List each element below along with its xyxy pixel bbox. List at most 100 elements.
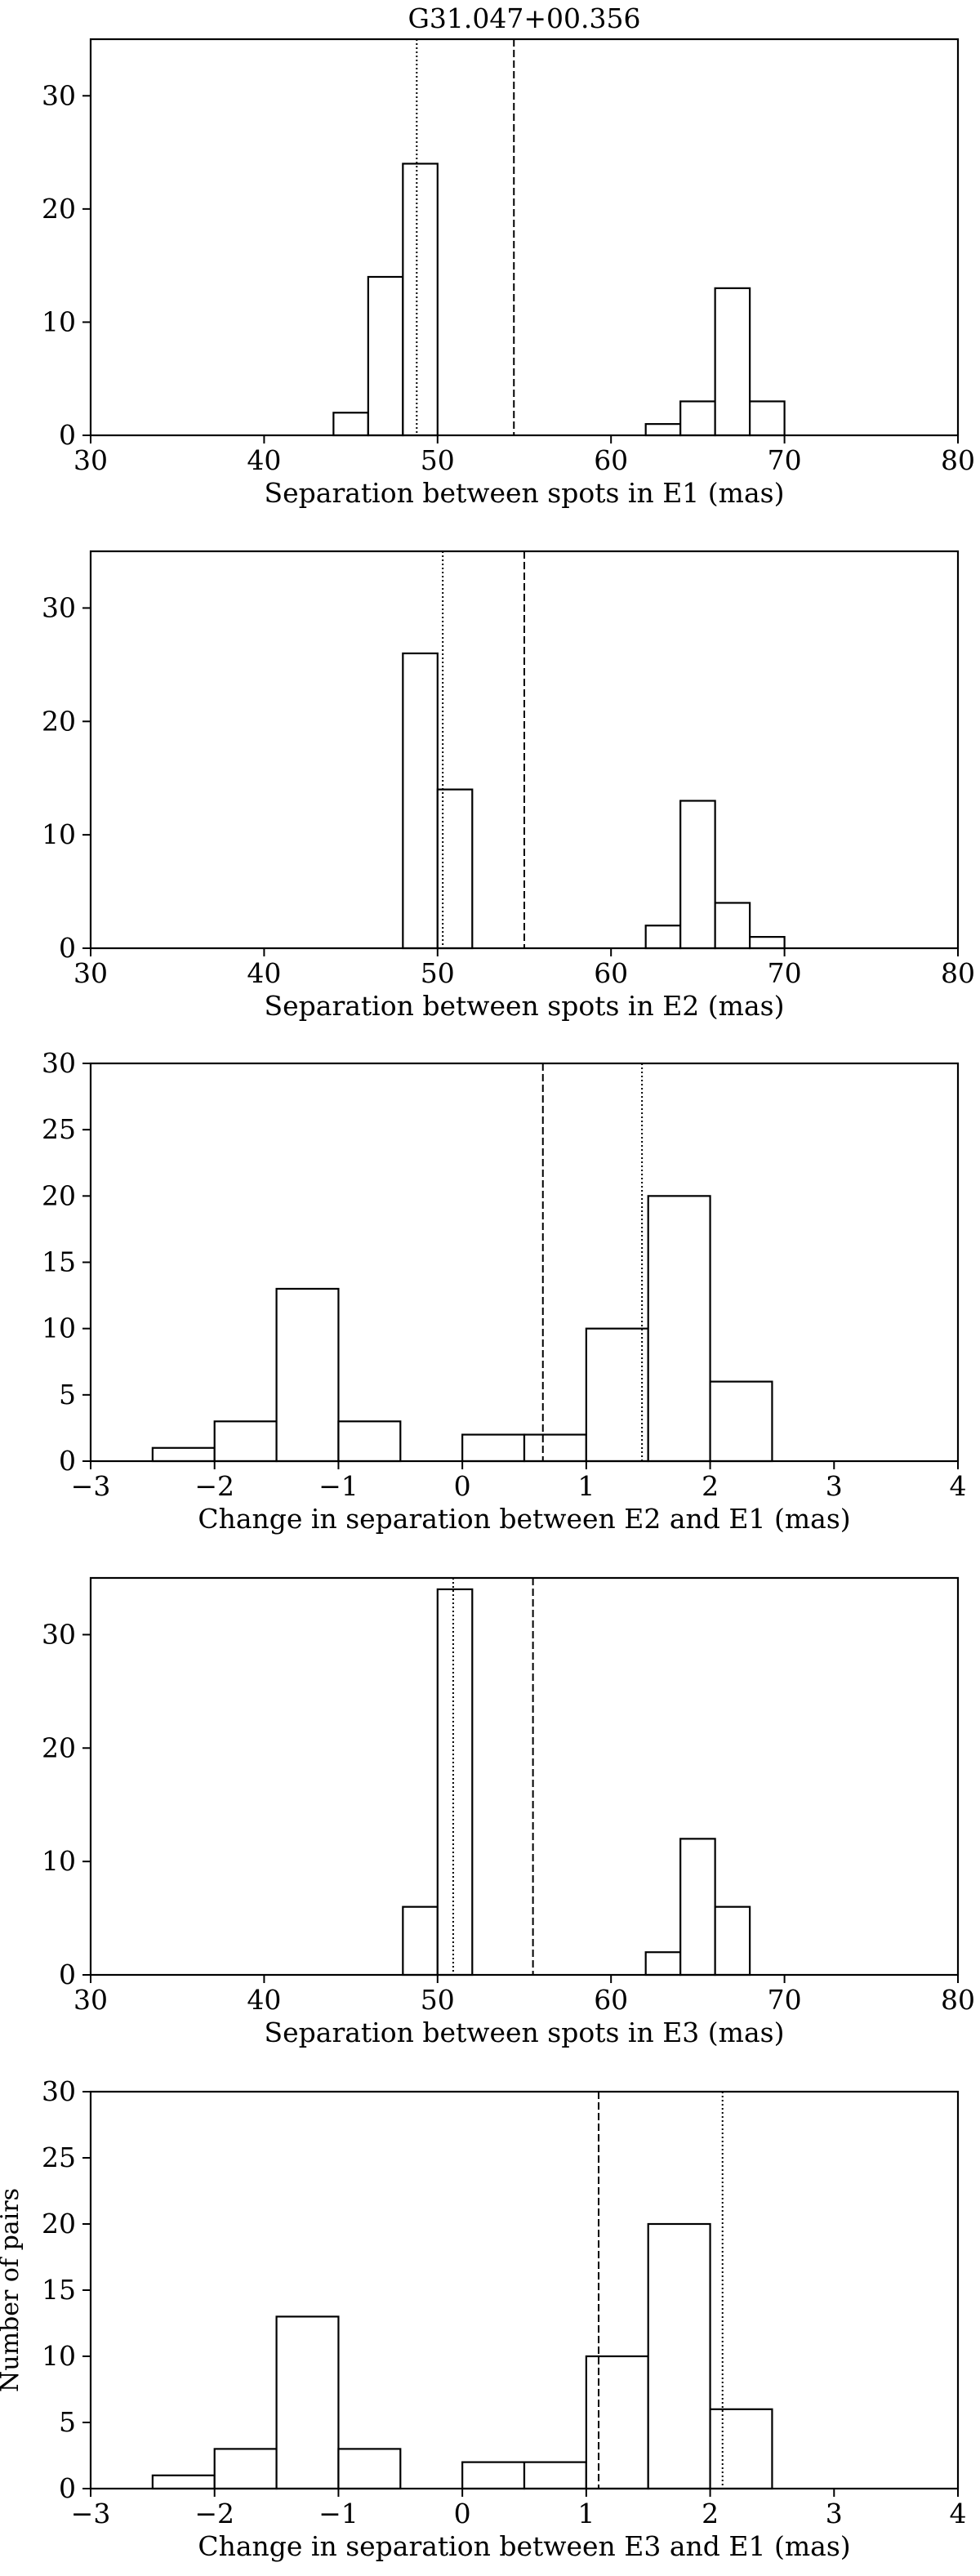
y-tick-label: 25 [42,1113,76,1145]
y-axis-label: Number of pairs [0,2188,24,2392]
x-tick-label: 70 [768,957,802,989]
histogram-bar [523,1433,587,1463]
x-tick-label: 80 [941,444,975,476]
plot-frame [89,38,960,437]
histogram-bar [213,2448,278,2490]
x-tick-label: 0 [454,1470,471,1502]
y-tick-label: 0 [59,419,76,451]
x-tick-label: 1 [577,1470,595,1502]
histogram-bar [402,163,439,437]
plot-frame [89,1576,960,1977]
histogram-bar [644,1951,682,1977]
y-tick-label: 20 [42,193,76,225]
x-tick-label: 70 [768,1984,802,2016]
y-tick-label: 0 [59,1445,76,1477]
x-axis-label: Separation between spots in E1 (mas) [265,477,785,509]
x-tick-label: −3 [71,1470,111,1502]
y-tick-label: 20 [42,2208,76,2240]
histogram-bar [585,2355,649,2490]
y-tick-label: 20 [42,705,76,737]
x-tick-label: 40 [247,957,281,989]
x-tick-label: 60 [594,444,628,476]
histogram-panel-3: −3 −2 −1 0 1 2 3 4 0 5 10 15 20 25 30 Change in separat… [42,1047,967,1535]
histogram-bar [337,1420,402,1463]
y-tick-label: 10 [42,2340,76,2372]
histogram-bar [714,1905,751,1977]
figure-title: G31.047+00.356 [408,2,641,34]
histogram-bar [585,1327,649,1463]
x-tick-label: 50 [421,444,455,476]
histogram-bar [647,2222,711,2490]
histogram-bar [709,1380,773,1463]
y-tick-label: 30 [42,2075,76,2107]
y-tick-label: 30 [42,1047,76,1079]
x-tick-label: 2 [702,1470,719,1502]
x-tick-label: −3 [71,2498,111,2529]
y-tick-label: 30 [42,79,76,111]
x-tick-label: 4 [950,2498,967,2529]
y-tick-label: 30 [42,591,76,623]
histogram-bar [275,1287,340,1463]
histogram-bar [461,2461,526,2490]
y-tick-label: 25 [42,2141,76,2173]
histogram-bar [679,1838,716,1977]
histogram-bar [644,925,682,950]
y-tick-label: 15 [42,2274,76,2306]
y-tick-label: 30 [42,1618,76,1650]
histogram-panel-4: 30 40 50 60 70 80 0 10 20 30 Separation between sp… [42,1576,975,2048]
x-tick-label: −2 [194,2498,234,2529]
x-axis-label: Separation between spots in E3 (mas) [265,2017,785,2048]
x-tick-label: 50 [421,957,455,989]
histogram-bar [461,1433,526,1463]
x-tick-label: 40 [247,444,281,476]
x-tick-label: −1 [318,1470,359,1502]
y-tick-label: 10 [42,1845,76,1877]
y-tick-label: 0 [59,932,76,964]
histogram-bar [523,2461,587,2490]
histogram-bar [151,1446,216,1463]
x-tick-label: 80 [941,957,975,989]
histogram-bar [402,652,439,950]
histogram-bar [749,400,786,437]
x-tick-label: −2 [194,1470,234,1502]
histogram-bar [647,1195,711,1463]
y-tick-label: 10 [42,818,76,850]
plot-frame [89,550,960,950]
histogram-bar [714,287,751,437]
histogram-bar [679,400,716,437]
x-tick-label: 40 [247,1984,281,2016]
x-tick-label: 2 [702,2498,719,2529]
x-axis-label: Change in separation between E2 and E1 (… [198,1503,850,1535]
x-tick-label: 80 [941,1984,975,2016]
x-tick-label: 50 [421,1984,455,2016]
y-tick-label: 0 [59,1959,76,1990]
histogram-bar [367,275,404,437]
histogram-bar [337,2448,402,2490]
y-tick-label: 15 [42,1246,76,1278]
x-tick-label: 0 [454,2498,471,2529]
y-tick-label: 0 [59,2472,76,2504]
x-tick-label: −1 [318,2498,359,2529]
histogram-panel-5: −3 −2 −1 0 1 2 3 4 0 5 10 15 20 25 30 Change in separat… [0,2075,967,2562]
histogram-bar [275,2315,340,2490]
x-tick-label: 70 [768,444,802,476]
histogram-bar [402,1905,439,1977]
y-tick-label: 20 [42,1731,76,1763]
x-axis-label: Separation between spots in E2 (mas) [265,990,785,1022]
plot-frame [89,1062,960,1463]
histogram-panel-2: 30 40 50 60 70 80 0 10 20 30 Separation between sp… [42,550,975,1022]
histogram-bar [749,936,786,950]
histogram-bar [644,423,682,437]
x-tick-label: 3 [826,1470,843,1502]
y-tick-label: 10 [42,305,76,337]
x-tick-label: 30 [74,1984,108,2016]
histogram-bar [436,1588,474,1977]
x-tick-label: 60 [594,957,628,989]
x-axis-label: Change in separation between E3 and E1 (… [198,2530,850,2562]
histogram-bar [436,788,474,950]
x-tick-label: 60 [594,1984,628,2016]
histogram-bar [332,412,369,437]
x-tick-label: 4 [950,1470,967,1502]
plot-frame [89,2090,960,2490]
